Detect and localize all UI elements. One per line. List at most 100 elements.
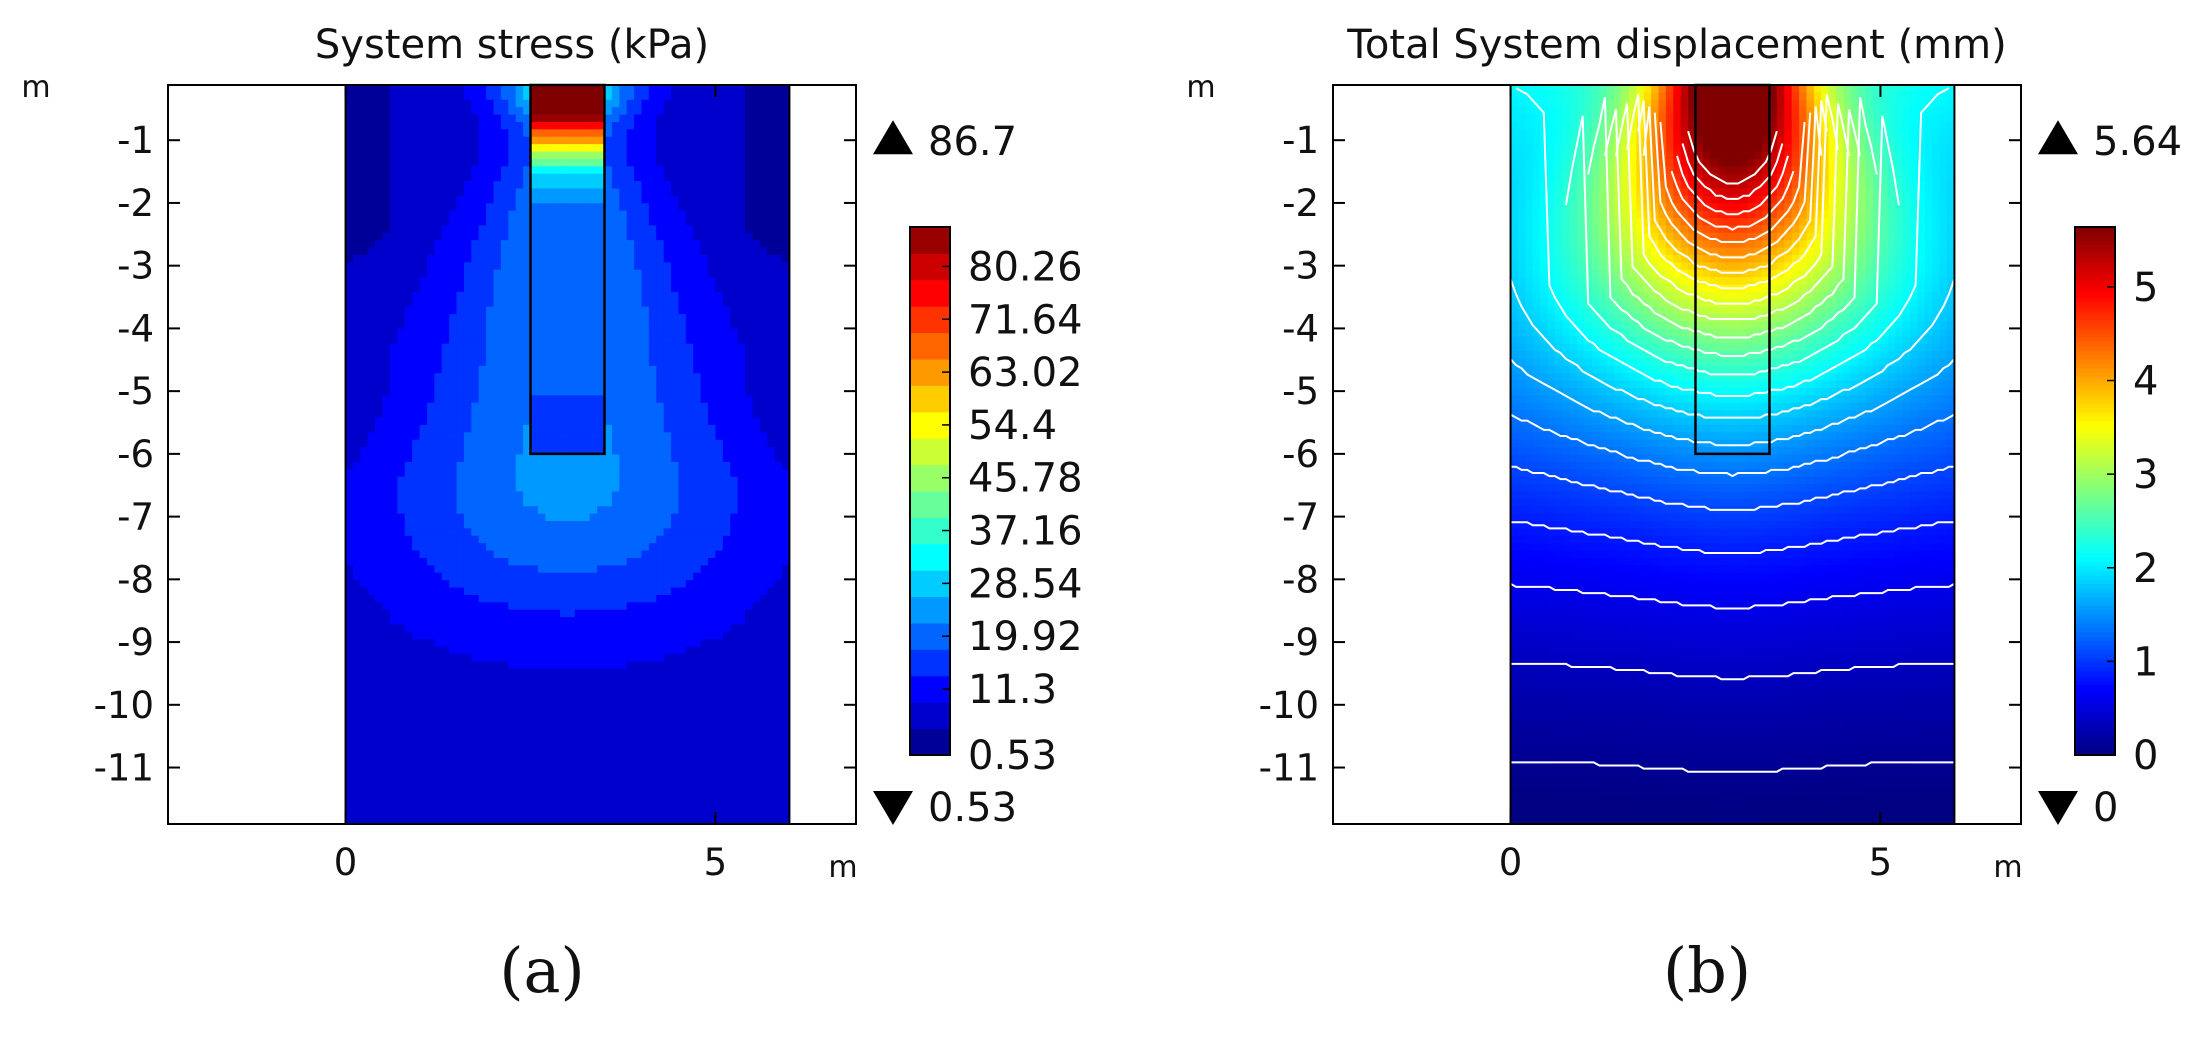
heatmap-cell [708,624,717,633]
heatmap-cell [574,402,583,411]
heatmap-cell [767,543,776,552]
heatmap-cell [700,277,709,286]
heatmap-cell [582,336,591,345]
heatmap-cell [530,454,539,463]
heatmap-cell [560,447,569,456]
heatmap-cell [589,424,598,433]
heatmap-cell [611,314,620,323]
heatmap-cell [530,107,539,116]
heatmap-cell [648,365,657,374]
heatmap-cell [626,594,635,603]
heatmap-cell [523,424,532,433]
heatmap-cell [463,99,472,108]
heatmap-cell [441,506,450,515]
heatmap-cell [397,432,406,441]
heatmap-cell [597,498,606,507]
heatmap-cell [382,469,391,478]
heatmap-cell [530,557,539,566]
heatmap-cell [478,181,487,190]
heatmap-cell [685,210,694,219]
heatmap-cell [375,550,384,559]
heatmap-cell [360,521,369,529]
heatmap-cell [759,210,768,219]
heatmap-cell [419,136,428,145]
heatmap-cell [493,439,502,448]
heatmap-cell [360,373,369,382]
heatmap-cell [648,580,657,589]
heatmap-cell [693,173,702,182]
heatmap-cell [434,602,443,611]
heatmap-cell [752,587,761,596]
heatmap-cell [523,328,532,337]
heatmap-cell [730,158,739,167]
heatmap-cell [404,676,413,685]
heatmap-cell [722,85,731,93]
heatmap-cell [530,173,539,182]
heatmap-cell [737,550,746,559]
heatmap-cell [737,107,746,116]
heatmap-cell [693,572,702,581]
heatmap-cell [715,624,724,633]
heatmap-cell [722,299,731,308]
heatmap-cell [767,639,776,648]
heatmap-cell [619,521,628,529]
heatmap-cell [611,506,620,515]
heatmap-cell [663,410,672,419]
heatmap-cell [589,181,598,190]
heatmap-cell [671,439,680,448]
heatmap-cell [582,550,591,559]
heatmap-cell [626,484,635,493]
heatmap-cell [715,232,724,241]
heatmap-cell [722,336,731,345]
heatmap-cell [693,387,702,396]
heatmap-cell [426,506,435,515]
heatmap-cell [493,506,502,515]
heatmap-cell [774,373,783,382]
heatmap-cell [752,314,761,323]
heatmap-cell [560,373,569,382]
heatmap-cell [597,491,606,500]
heatmap-cell [737,461,746,470]
heatmap-cell [449,262,458,271]
heatmap-cell [567,321,576,330]
heatmap-cell [782,373,791,382]
heatmap-cell [656,225,665,234]
heatmap-cell [486,99,495,108]
heatmap-cell [663,395,672,404]
heatmap-cell [567,617,576,626]
heatmap-cell [759,291,768,300]
heatmap-cell [604,299,613,308]
heatmap-cell [456,144,465,153]
heatmap-cell [471,314,480,323]
heatmap-cell [752,92,761,101]
heatmap-cell [737,121,746,130]
heatmap-cell [604,136,613,145]
heatmap-cell [545,314,554,323]
heatmap-cell [678,624,687,633]
heatmap-cell [678,99,687,108]
heatmap-cell [611,550,620,559]
heatmap-cell [626,661,635,670]
heatmap-cell [515,587,524,596]
heatmap-cell [774,351,783,360]
heatmap-cell [641,321,650,330]
heatmap-cell [545,617,554,626]
heatmap-cell [567,99,576,108]
heatmap-cell [737,306,746,315]
heatmap-cell [700,683,709,692]
heatmap-cell [641,92,650,101]
heatmap-cell [752,284,761,293]
heatmap-cell [389,240,398,249]
heatmap-cell [471,166,480,175]
heatmap-cell [782,85,791,93]
heatmap-cell [715,203,724,212]
heatmap-cell [515,639,524,648]
heatmap-cell [574,646,583,655]
heatmap-cell [375,195,384,204]
heatmap-cell [641,550,650,559]
heatmap-cell [471,609,480,618]
heatmap-cell [560,218,569,227]
heatmap-cell [611,173,620,182]
heatmap-cell [486,343,495,352]
heatmap-cell [404,188,413,197]
